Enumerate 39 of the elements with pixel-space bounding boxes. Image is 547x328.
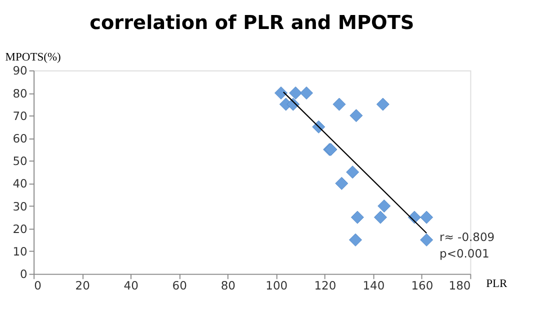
point [374, 210, 387, 224]
point [346, 166, 360, 179]
y-tick-label: 80 [12, 86, 28, 100]
point [420, 233, 434, 246]
x-tick-label: 180 [448, 278, 471, 293]
x-tick-label: 20 [75, 278, 90, 293]
y-tick-label: 30 [12, 199, 28, 214]
y-tick-label: 10 [12, 244, 28, 259]
x-axis-title: PLR [486, 278, 508, 290]
x-tick-label: 0 [34, 278, 42, 293]
x-tick-label: 80 [220, 278, 236, 293]
y-tick-label: 20 [12, 222, 28, 236]
y-tick-label: 40 [12, 176, 28, 191]
y-tick-label: 70 [12, 108, 28, 123]
chart-title: correlation of PLR and MPOTS [90, 11, 414, 34]
point [274, 86, 288, 100]
point [335, 176, 348, 190]
annotation: r≈ -0.809 [440, 230, 495, 244]
x-tick-label: 160 [411, 278, 434, 293]
y-tick-label: 0 [20, 267, 28, 282]
point [300, 86, 313, 100]
point [350, 109, 363, 122]
point [348, 233, 362, 246]
x-tick-label: 40 [124, 278, 138, 293]
y-tick-label: 50 [12, 154, 28, 168]
y-tick-label: 60 [12, 132, 28, 146]
point [420, 210, 434, 224]
x-tick-label: 100 [266, 278, 288, 293]
point [376, 98, 390, 111]
point [350, 210, 364, 224]
x-tick-label: 140 [362, 278, 385, 293]
y-tick-label: 90 [12, 64, 28, 78]
point [332, 98, 346, 111]
annotation: p<0.001 [440, 246, 490, 261]
y-axis-title: MPOTS(%) [5, 51, 62, 64]
x-tick-label: 60 [172, 278, 187, 293]
x-tick-label: 120 [314, 278, 336, 293]
point [289, 86, 302, 100]
point [378, 200, 391, 213]
